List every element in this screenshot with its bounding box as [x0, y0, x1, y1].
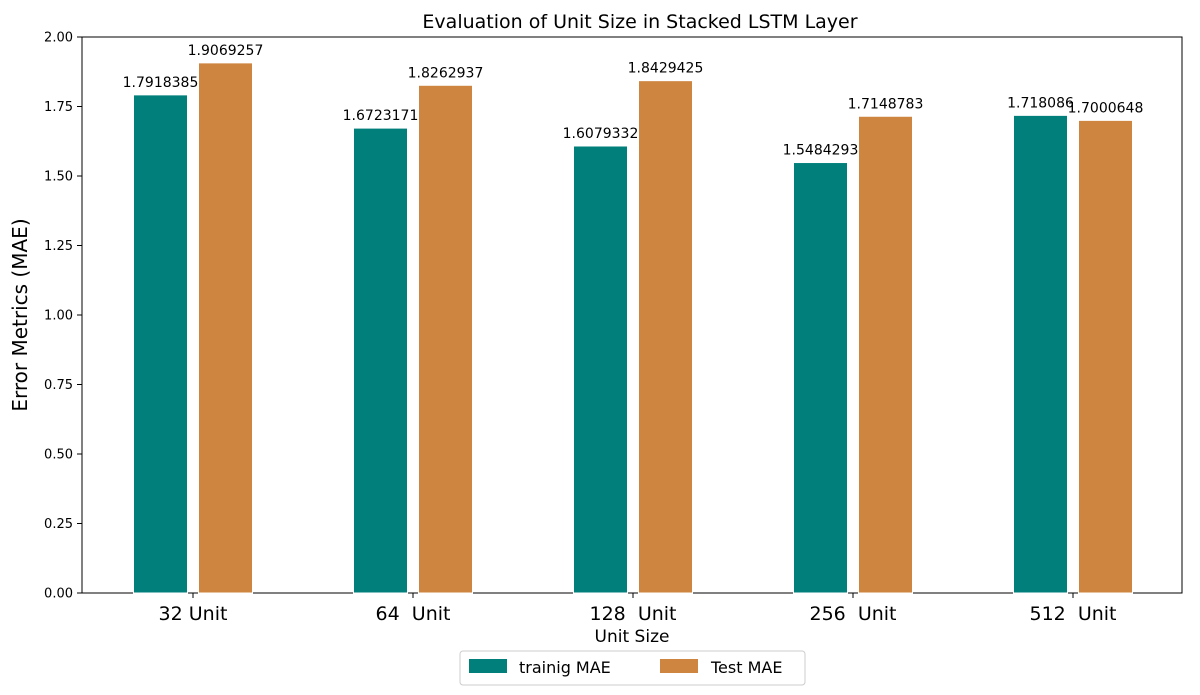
data-label-test-4: 1.7148783 [848, 96, 924, 112]
plot-area: 0.00 0.25 0.50 0.75 1.00 1.25 1.50 1.75 2.00 1.7… [44, 31, 1183, 625]
legend-label-training: trainig MAE [519, 658, 611, 677]
bars [133, 62, 1133, 594]
y-tick-label: 1.00 [44, 309, 73, 324]
y-tick-label: 1.50 [44, 170, 73, 185]
data-label-training-5: 1.718086 [1007, 95, 1074, 111]
y-tick-label: 1.75 [44, 100, 73, 115]
y-tick-label: 0.50 [44, 448, 73, 463]
bar-test-4 [858, 115, 913, 594]
data-label-test-5: 1.7000648 [1068, 100, 1144, 116]
legend-label-test: Test MAE [710, 658, 782, 677]
data-label-training-1: 1.7918385 [123, 75, 199, 91]
data-label-training-2: 1.6723171 [343, 108, 419, 124]
legend-swatch-training [469, 659, 507, 673]
chart-title: Evaluation of Unit Size in Stacked LSTM … [422, 11, 857, 33]
y-tick-label: 1.25 [44, 239, 73, 254]
data-label-test-2: 1.8262937 [408, 65, 484, 81]
y-tick-label: 2.00 [44, 31, 73, 46]
bar-training-3 [573, 145, 628, 594]
y-axis-title: Error Metrics (MAE) [8, 218, 32, 411]
data-labels: 1.7918385 1.9069257 1.6723171 1.8262937 1.60… [123, 43, 1144, 159]
legend-frame [459, 650, 806, 686]
bar-test-2 [418, 84, 473, 594]
bar-test-1 [198, 62, 253, 594]
x-axis-title: Unit Size [595, 627, 670, 647]
y-tick-label: 0.00 [44, 587, 73, 602]
y-tick-label: 0.75 [44, 378, 73, 393]
data-label-test-3: 1.8429425 [628, 61, 704, 77]
x-tick-label: 256 Unit [809, 603, 896, 625]
x-tick-label: 128 Unit [589, 603, 676, 625]
data-label-test-1: 1.9069257 [188, 43, 264, 59]
bar-training-5 [1013, 114, 1068, 594]
data-label-training-4: 1.5484293 [783, 143, 859, 159]
bar-training-1 [133, 94, 188, 594]
legend-swatch-test [660, 659, 698, 673]
y-tick-label: 0.25 [44, 517, 73, 532]
x-tick-label: 512 Unit [1029, 603, 1116, 625]
bar-test-3 [638, 80, 693, 594]
bar-test-5 [1078, 119, 1133, 594]
bar-training-2 [353, 127, 408, 594]
x-tick-label: 64 Unit [376, 603, 451, 625]
bar-training-4 [793, 162, 848, 594]
x-axis: 32 Unit 64 Unit 128 Unit 256 Unit 512 Unit [159, 593, 1117, 625]
y-axis: 0.00 0.25 0.50 0.75 1.00 1.25 1.50 1.75 2.00 [44, 31, 82, 602]
x-tick-label: 32 Unit [159, 603, 228, 625]
data-label-training-3: 1.6079332 [563, 126, 639, 142]
legend: trainig MAE Test MAE [459, 650, 806, 686]
